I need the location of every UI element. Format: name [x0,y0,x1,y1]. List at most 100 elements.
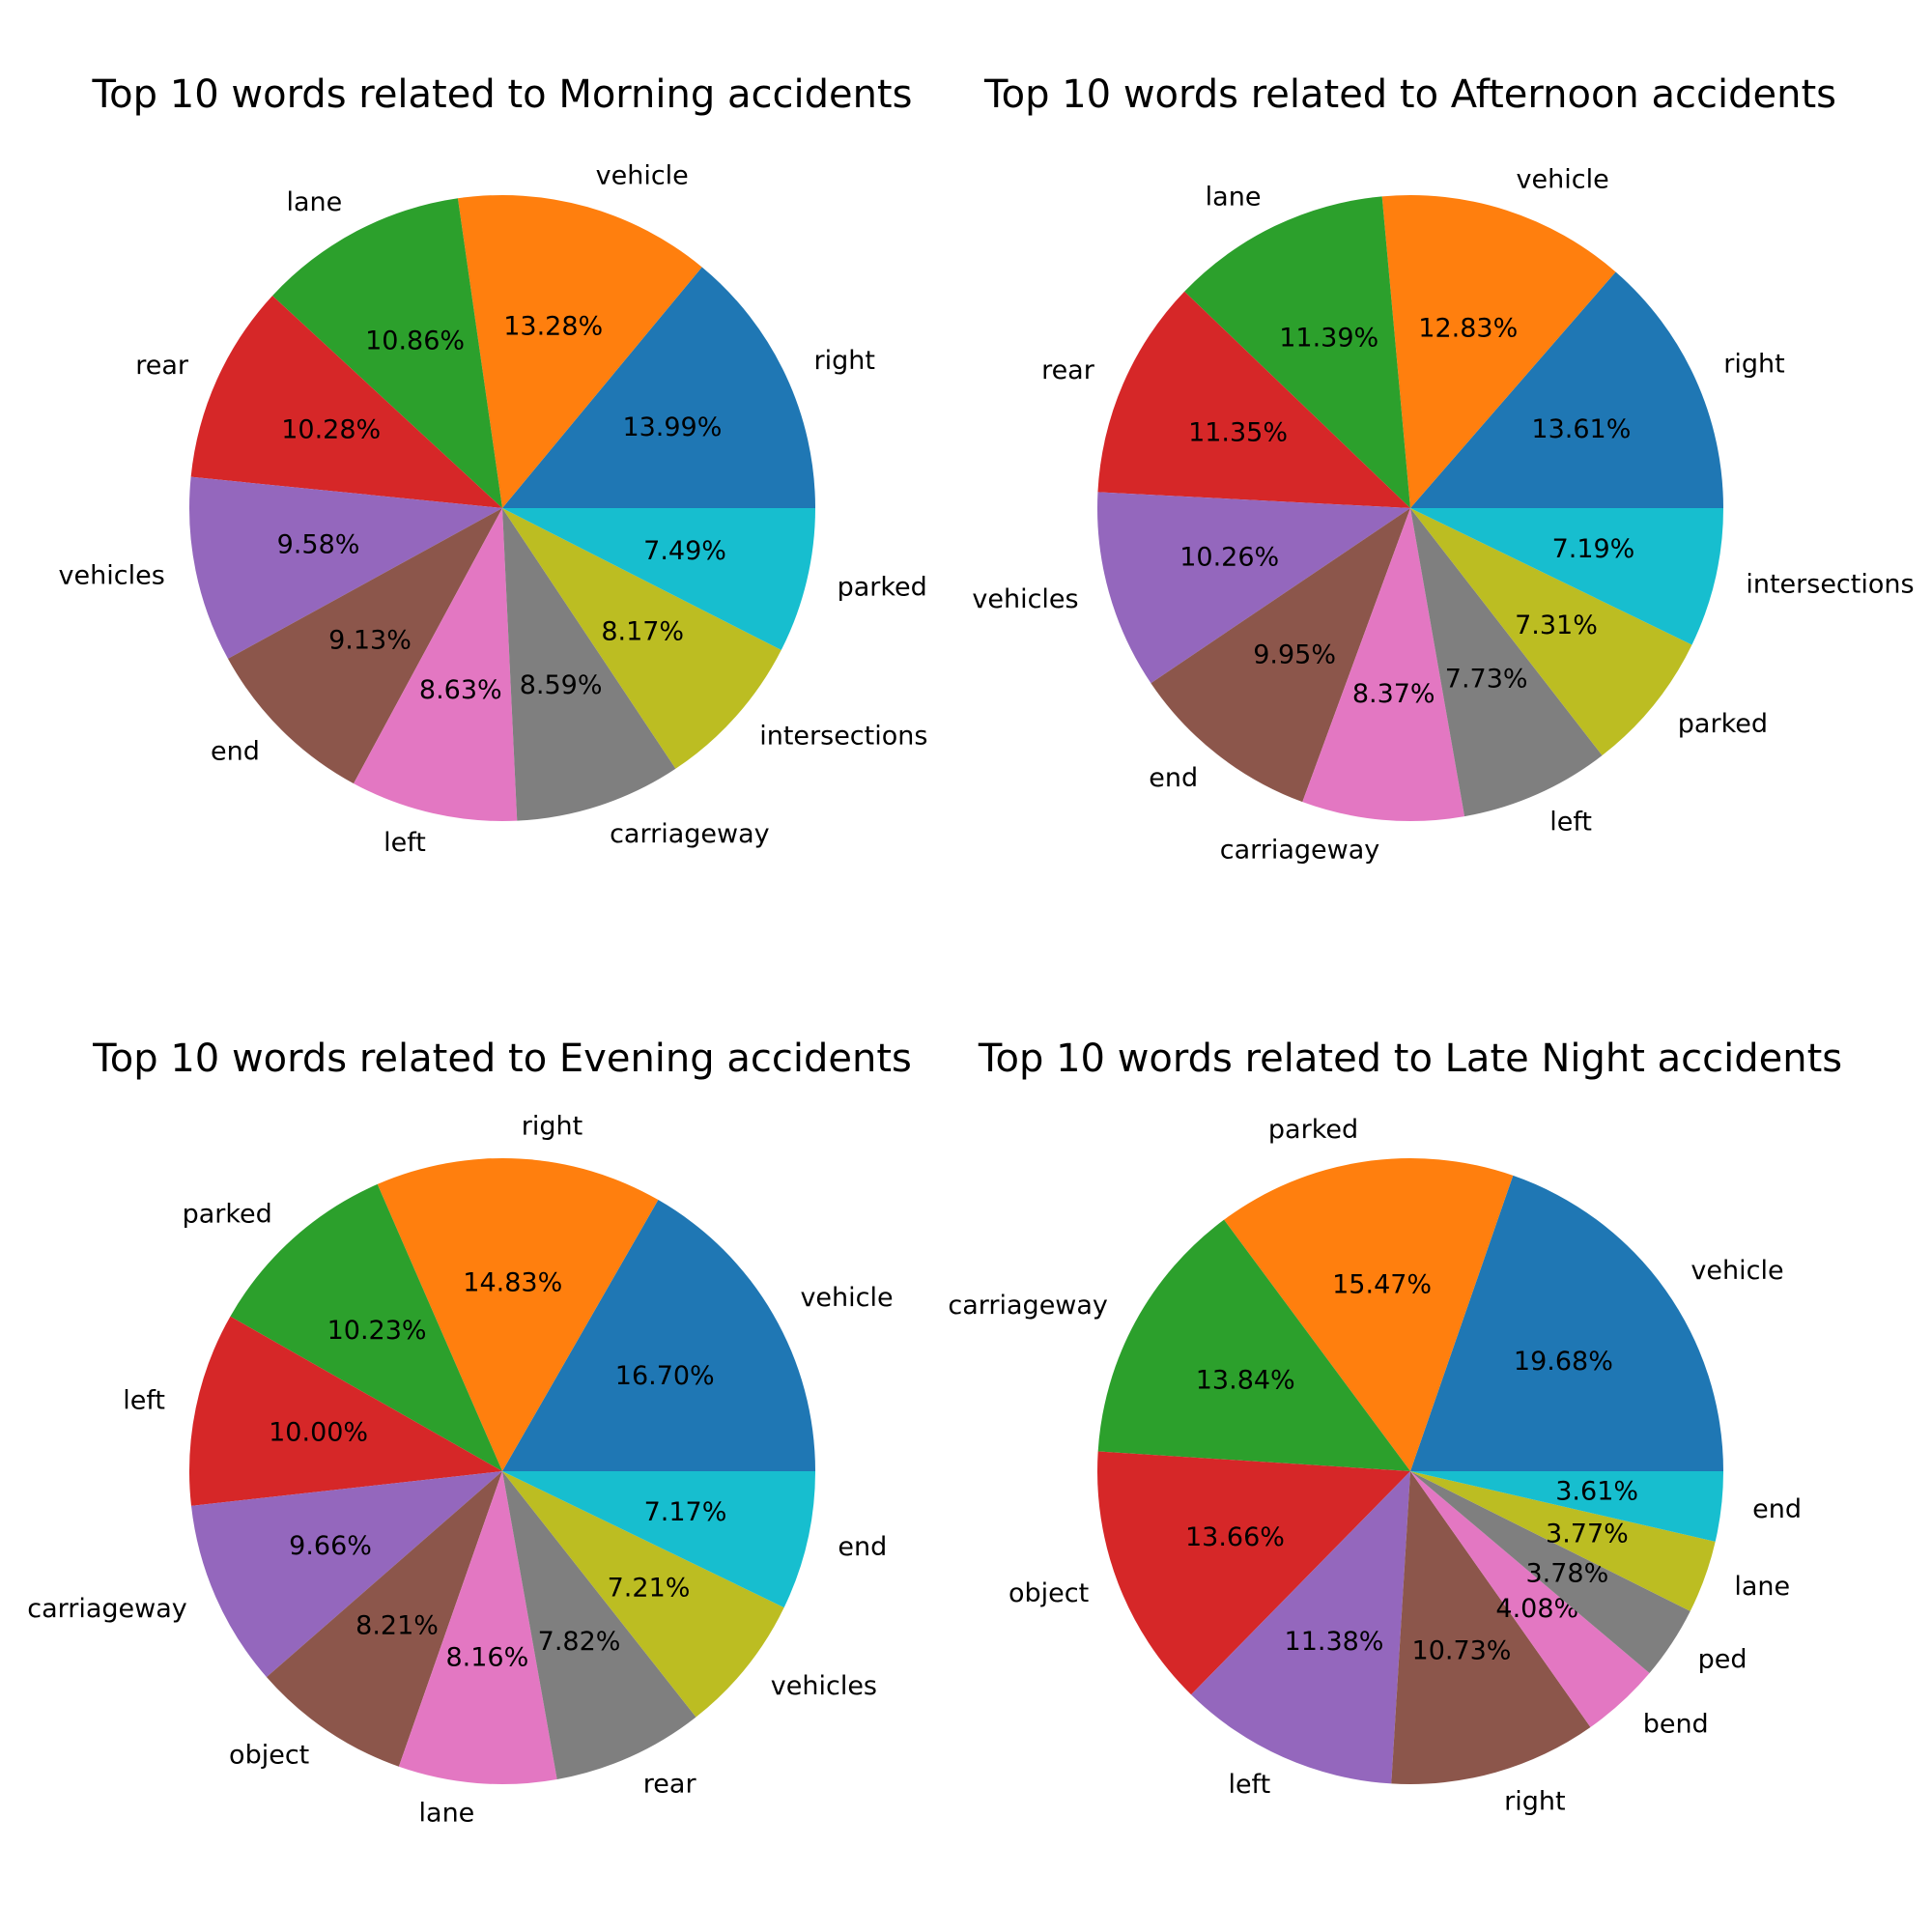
slice-category-label: vehicle [1517,164,1609,194]
slice-percent-label: 7.31% [1515,611,1598,640]
pie-slice-end [227,508,502,784]
slice-percent-label: 11.39% [1279,323,1378,353]
slice-percent-label: 19.68% [1514,1347,1613,1377]
chart-title: Top 10 words related to Evening accident… [92,1037,912,1081]
slice-percent-label: 16.70% [615,1361,715,1391]
pie-slice-end [502,1471,815,1608]
pie-slice-ped [1410,1471,1690,1674]
slice-percent-label: 8.37% [1352,679,1435,709]
slice-percent-label: 9.58% [277,529,360,559]
slice-percent-label: 10.28% [281,415,381,445]
pie-slice-left [1410,508,1603,817]
slice-category-label: end [1149,763,1198,793]
pie-slice-right [502,267,815,508]
pie-slice-left [189,1316,503,1506]
slice-percent-label: 7.17% [644,1497,727,1527]
pie-slice-vehicles [1097,492,1410,684]
slice-category-label: lane [1206,182,1262,212]
slice-category-label: rear [1041,355,1095,385]
pie-slice-vehicles [502,1471,784,1718]
slice-percent-label: 10.23% [327,1316,427,1346]
slice-category-label: vehicle [800,1283,893,1313]
pie-slice-parked [1224,1157,1514,1471]
slice-percent-label: 10.26% [1179,543,1279,573]
pie-slice-parked [502,508,815,650]
chart-title: Top 10 words related to Afternoon accide… [983,72,1836,117]
pie-slice-lane [1410,1471,1716,1611]
pie-slice-bend [1410,1471,1650,1727]
slice-percent-label: 13.28% [503,311,603,341]
slice-percent-label: 7.73% [1445,664,1528,694]
chart-title: Top 10 words related to Morning accident… [92,72,913,117]
slice-category-label: intersections [759,721,927,751]
pie-slice-carriageway [190,1471,502,1678]
slice-category-label: carriageway [1220,835,1380,865]
slice-category-label: vehicle [1690,1256,1783,1286]
slice-category-label: right [1504,1786,1565,1816]
pie-slice-vehicles [189,476,502,659]
pie-slice-carriageway [1302,508,1465,821]
slice-percent-label: 7.82% [538,1627,621,1657]
slice-percent-label: 13.99% [622,412,722,442]
pie-slice-carriageway [1097,1219,1410,1471]
slice-percent-label: 3.77% [1546,1519,1629,1548]
slice-category-label: carriageway [948,1291,1108,1321]
pie-slice-parked [1410,508,1692,756]
slice-category-label: lane [286,187,342,217]
pie-slice-parked [230,1183,502,1471]
slice-percent-label: 8.21% [355,1611,439,1641]
slice-category-label: vehicles [771,1671,877,1701]
slice-category-label: right [522,1112,582,1142]
slice-category-label: parked [838,573,927,603]
pie-slice-rear [1097,291,1410,508]
slice-percent-label: 14.83% [463,1267,562,1297]
slice-percent-label: 11.35% [1188,417,1288,447]
slice-percent-label: 8.59% [520,670,603,700]
slice-percent-label: 11.38% [1285,1627,1384,1657]
slice-category-label: right [1723,350,1784,380]
slice-percent-label: 9.95% [1253,640,1336,670]
pie-slice-rear [190,296,502,508]
slice-percent-label: 3.78% [1525,1558,1608,1588]
pie-slice-vehicle [457,195,702,508]
slice-category-label: end [1752,1494,1802,1524]
slice-category-label: lane [419,1799,475,1829]
slice-category-label: left [384,828,426,858]
pie-slice-right [1391,1471,1591,1784]
slice-category-label: carriageway [610,819,770,849]
pie-slice-right [377,1157,659,1471]
slice-percent-label: 12.83% [1418,314,1518,344]
slice-percent-label: 9.13% [328,625,412,655]
pie-slice-vehicle [1381,194,1616,508]
slice-category-label: parked [183,1199,272,1229]
slice-category-label: right [814,346,875,376]
slice-percent-label: 13.66% [1185,1522,1285,1552]
pie-chart-2: Top 10 words related to Afternoon accide… [972,72,1914,865]
pie-slice-rear [502,1471,696,1780]
slice-percent-label: 8.17% [601,617,684,647]
slice-percent-label: 15.47% [1332,1269,1432,1299]
slice-percent-label: 10.00% [269,1417,368,1447]
pie-chart-4: Top 10 words related to Late Night accid… [948,1037,1842,1816]
slice-category-label: parked [1268,1115,1358,1145]
pie-slice-right [1410,271,1723,508]
slice-category-label: lane [1734,1572,1790,1602]
slice-category-label: left [123,1386,165,1416]
slice-percent-label: 10.73% [1412,1636,1512,1666]
slice-percent-label: 8.63% [419,675,502,705]
pie-slice-lane [272,198,502,508]
slice-percent-label: 9.66% [289,1531,372,1561]
slice-category-label: ped [1698,1645,1747,1675]
slice-category-label: left [1228,1770,1270,1800]
pie-chart-3: Top 10 words related to Evening accident… [27,1037,912,1829]
pie-slice-left [1191,1471,1410,1784]
pie-slice-carriageway [502,508,676,821]
slice-category-label: rear [135,351,189,381]
slice-category-label: intersections [1746,569,1914,599]
slice-category-label: object [229,1741,309,1771]
slice-category-label: end [838,1532,887,1562]
slice-category-label: end [211,736,260,766]
slice-percent-label: 7.49% [643,536,726,566]
pie-slice-lane [398,1471,557,1784]
